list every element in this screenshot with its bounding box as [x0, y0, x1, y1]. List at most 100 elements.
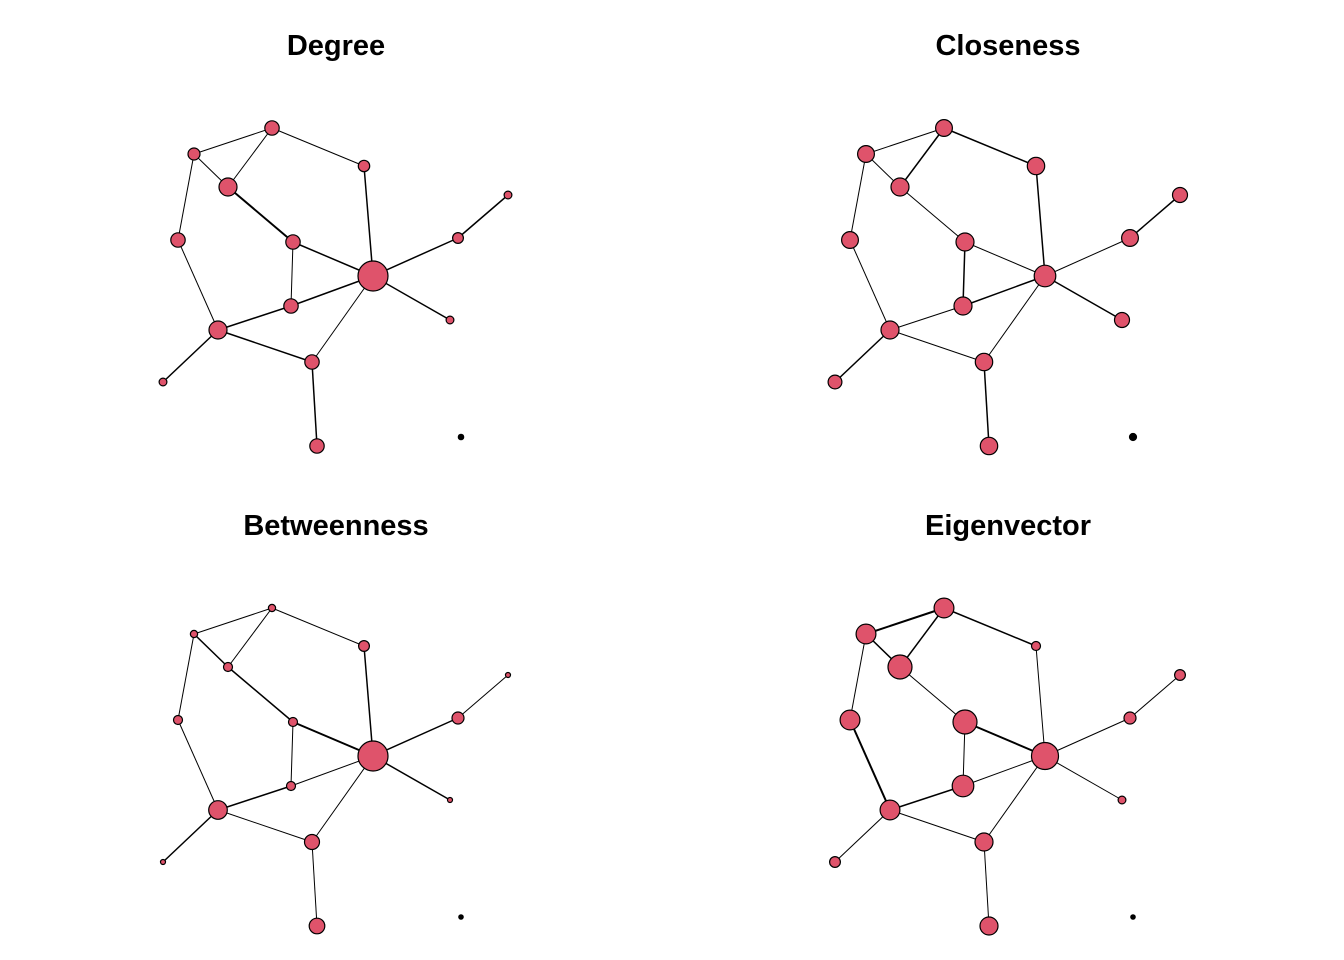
graph-node	[283, 298, 299, 314]
graph-edge	[962, 275, 1046, 307]
graph-node	[935, 118, 954, 137]
graph-edge	[457, 194, 509, 239]
graph-node	[357, 159, 371, 173]
graph-edge	[162, 329, 219, 383]
graph-edge	[1044, 237, 1131, 277]
panel-degree: Degree	[0, 0, 672, 480]
graph-node	[267, 603, 277, 613]
panel-eigenvector: Eigenvector	[672, 480, 1344, 960]
graph-node	[159, 858, 167, 866]
graph-node	[187, 147, 201, 161]
graph-edge	[193, 127, 273, 155]
graph-edge	[899, 186, 966, 243]
graph-edge	[849, 153, 867, 241]
graph-edge	[290, 241, 294, 307]
graph-edge	[193, 607, 273, 635]
graph-node	[264, 120, 280, 136]
graph-node	[189, 629, 199, 639]
graph-edge	[193, 633, 229, 668]
graph-edge	[1035, 645, 1046, 757]
graph-node	[827, 374, 843, 390]
graph-edge	[1044, 755, 1123, 801]
panel-title: Degree	[286, 30, 386, 62]
graph-node	[172, 714, 184, 726]
graph-edge	[1044, 717, 1131, 757]
graph-node	[170, 232, 186, 248]
graph-edge	[943, 607, 1037, 647]
graph-edge	[217, 329, 313, 363]
graph-node	[880, 320, 900, 340]
graph-node	[451, 711, 465, 725]
graph-node	[890, 177, 910, 197]
graph-edge	[943, 127, 1037, 167]
graph-edge	[849, 719, 891, 811]
graph-node	[974, 352, 994, 372]
graph-node	[303, 833, 321, 851]
graph-node	[452, 232, 465, 245]
graph-node	[358, 640, 371, 653]
graph-edge	[983, 841, 990, 927]
graph-edge	[865, 607, 945, 635]
panel-closeness: Closeness	[672, 0, 1344, 480]
network-graph-eigenvector	[829, 597, 1187, 936]
graph-edge	[227, 127, 273, 188]
graph-node	[308, 917, 326, 935]
graph-node	[953, 296, 973, 316]
graph-edge	[1035, 165, 1046, 277]
graph-edge	[834, 329, 891, 383]
graph-edge	[849, 239, 891, 331]
graph-edge	[363, 165, 374, 277]
graph-node	[503, 190, 513, 200]
graph-node	[285, 234, 301, 250]
graph-edge	[983, 361, 990, 447]
graph-edge	[849, 633, 867, 721]
panel-title: Eigenvector	[925, 510, 1091, 542]
graph-edge	[217, 305, 292, 331]
panel-betweenness: Betweenness	[0, 480, 672, 960]
graph-edge	[457, 674, 509, 719]
graph-node	[1174, 669, 1187, 682]
graph-edge	[1129, 674, 1181, 719]
graph-edge	[271, 127, 365, 167]
graph-edge	[889, 305, 964, 331]
graph-edge	[889, 329, 985, 363]
graph-node	[829, 856, 842, 869]
graph-node	[951, 774, 975, 798]
graph-edge	[311, 361, 318, 447]
graph-edge	[889, 809, 985, 843]
graph-node	[208, 320, 228, 340]
graph-node	[458, 914, 464, 920]
graph-edge	[1044, 275, 1123, 321]
graph-edge	[964, 241, 1046, 277]
graph-node	[357, 260, 389, 292]
graph-node	[1123, 711, 1137, 725]
graph-node	[222, 661, 234, 673]
graph-node	[841, 231, 860, 250]
graph-node	[158, 377, 168, 387]
graph-node	[979, 436, 999, 456]
graph-node	[952, 709, 978, 735]
graph-edge	[834, 809, 891, 863]
graph-edge	[983, 755, 1046, 843]
graph-node	[979, 916, 999, 936]
graph-edge	[865, 127, 945, 155]
graph-edge	[177, 153, 195, 241]
graph-node	[309, 438, 325, 454]
graph-edge	[177, 633, 195, 721]
graph-edge	[271, 607, 365, 647]
graph-node	[1117, 795, 1127, 805]
graph-edge	[1129, 194, 1181, 239]
network-graph-betweenness	[159, 603, 512, 935]
graph-edge	[363, 645, 374, 757]
graph-node	[218, 177, 238, 197]
graph-edge	[227, 607, 273, 668]
graph-edge	[983, 275, 1046, 363]
graph-edge	[162, 809, 219, 863]
network-graph-degree	[158, 120, 513, 454]
graph-node	[1030, 741, 1060, 771]
graph-edge	[227, 666, 294, 723]
graph-edge	[889, 785, 964, 811]
graph-edge	[217, 785, 292, 811]
graph-node	[1121, 229, 1140, 248]
panel-title: Betweenness	[243, 510, 429, 542]
